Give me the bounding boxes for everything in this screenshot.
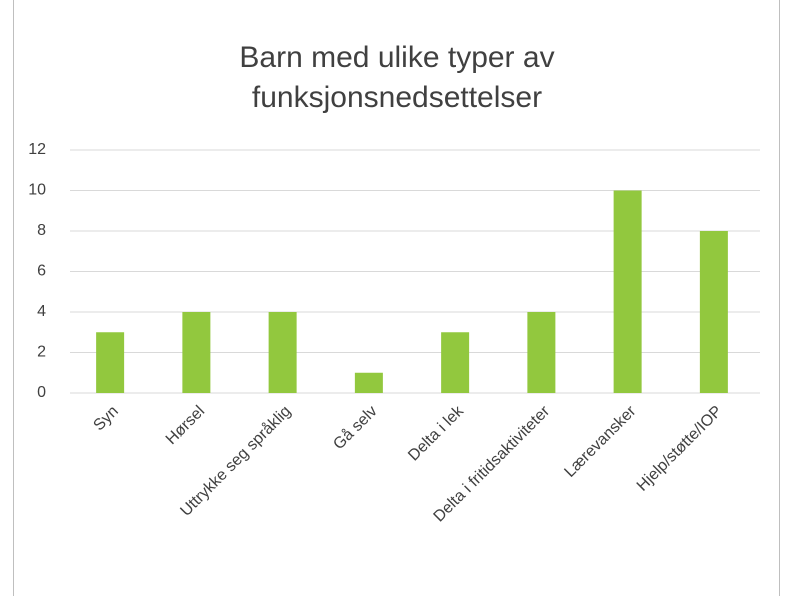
x-tick-label: Gå selv <box>330 402 381 453</box>
x-tick-label: Delta i lek <box>405 402 467 464</box>
y-tick-label: 2 <box>37 344 46 361</box>
bar <box>354 372 383 393</box>
y-tick-label: 0 <box>37 384 46 401</box>
y-tick-label: 8 <box>37 222 46 239</box>
x-tick-label: Syn <box>90 403 122 435</box>
bar <box>613 190 642 393</box>
y-tick-label: 10 <box>28 182 46 199</box>
bar <box>268 312 297 393</box>
bar <box>182 312 211 393</box>
x-tick-label: Hørsel <box>163 403 208 448</box>
chart-title: Barn med ulike typer av funksjonsnedsett… <box>239 41 555 114</box>
bar <box>527 312 556 393</box>
bar <box>441 332 470 393</box>
y-tick-label: 12 <box>28 141 46 158</box>
bar <box>699 231 728 393</box>
bar <box>96 332 125 393</box>
chart-border <box>13 0 780 596</box>
x-tick-label: Hjelp/støtte/IOP <box>634 403 726 495</box>
x-tick-label: Lærevansker <box>561 402 640 481</box>
y-tick-label: 6 <box>37 263 46 280</box>
y-tick-label: 4 <box>37 303 46 320</box>
